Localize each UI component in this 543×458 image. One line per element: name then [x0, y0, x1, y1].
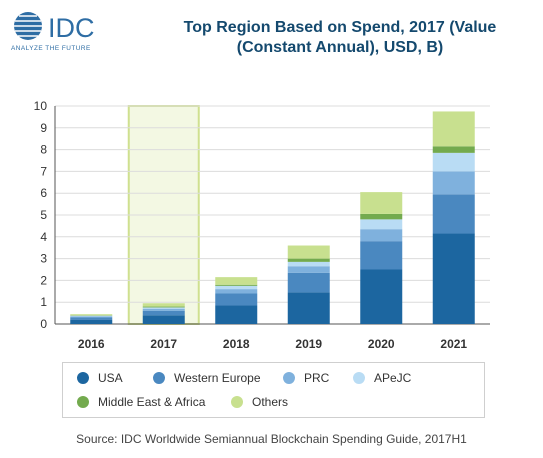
legend-label: Western Europe [174, 371, 261, 385]
bar-2016-apejc [70, 315, 113, 317]
bar-2021-western-europe [432, 194, 475, 234]
bar-2017-prc [142, 308, 185, 311]
y-tick-label: 4 [40, 230, 47, 244]
bar-2020-middle-east-africa [360, 213, 403, 220]
stacked-bar-chart: 0 1 2 3 4 5 6 7 8 9 10 2016 2017 2018 2019 2020 2021 [34, 99, 490, 351]
legend-swatch [283, 372, 295, 384]
bar-2017-apejc [142, 307, 185, 309]
legend-swatch [77, 396, 89, 408]
bar-2018-apejc [215, 285, 258, 290]
bar-2019-others [287, 245, 330, 259]
legend-swatch [153, 372, 165, 384]
legend-item-usa: USA [77, 371, 123, 385]
logo-tagline: ANALYZE THE FUTURE [11, 45, 91, 52]
legend-label: Middle East & Africa [98, 395, 206, 409]
bar-2020-prc [360, 229, 403, 242]
legend-swatch [353, 372, 365, 384]
bar-2020-others [360, 192, 403, 214]
y-tick-label: 9 [40, 121, 47, 135]
idc-logo: IDC ANALYZE THE FUTURE [11, 12, 95, 52]
y-tick-label: 2 [40, 273, 47, 287]
bar-2019-prc [287, 266, 330, 273]
bar-2016-others [70, 314, 113, 316]
x-tick-label: 2019 [295, 337, 322, 351]
bar-2019-apejc [287, 261, 330, 267]
bar-2021-others [432, 111, 475, 147]
source-note: Source: IDC Worldwide Semiannual Blockch… [76, 432, 467, 446]
bar-2020-apejc [360, 219, 403, 230]
y-tick-label: 5 [40, 208, 47, 222]
x-tick-label: 2020 [368, 337, 395, 351]
bar-2021-apejc [432, 152, 475, 172]
legend-label: APeJC [374, 371, 412, 385]
y-tick-label: 1 [40, 295, 47, 309]
bar-2018-others [215, 277, 258, 285]
legend: USA Western Europe PRC APeJC Middle East & A… [62, 362, 485, 418]
bar-2018-western-europe [215, 293, 258, 306]
chart-title-line-1: Top Region Based on Spend, 2017 (Value [183, 19, 497, 36]
bar-2021-middle-east-africa [432, 146, 475, 153]
bar-2019-western-europe [287, 272, 330, 293]
legend-item-others: Others [231, 395, 288, 409]
y-tick-label: 0 [40, 317, 47, 331]
y-tick-label: 8 [40, 143, 47, 157]
legend-item-western-europe: Western Europe [153, 371, 261, 385]
bar-2016-western-europe [70, 317, 113, 320]
legend-swatch [77, 372, 89, 384]
bar-2018-middle-east-africa [215, 284, 258, 286]
y-tick-label: 6 [40, 186, 47, 200]
bar-2016-usa [70, 319, 113, 324]
bar-2017-western-europe [142, 310, 185, 316]
x-tick-label: 2021 [440, 337, 467, 351]
bar-2017-middle-east-africa [142, 306, 185, 308]
y-tick-label: 10 [34, 99, 48, 113]
x-tick-label: 2016 [78, 337, 105, 351]
bar-2017-others [142, 303, 185, 307]
globe-icon [14, 12, 42, 40]
legend-label: USA [98, 371, 123, 385]
x-tick-label: 2017 [150, 337, 177, 351]
x-tick-label: 2018 [223, 337, 250, 351]
y-tick-label: 7 [40, 164, 47, 178]
legend-item-apejc: APeJC [353, 371, 411, 385]
bar-2020-western-europe [360, 241, 403, 270]
y-tick-label: 3 [40, 252, 47, 266]
bar-2019-middle-east-africa [287, 258, 330, 262]
bar-2021-prc [432, 171, 475, 195]
bar-2016-prc [70, 316, 113, 318]
bar-2018-prc [215, 289, 258, 294]
legend-label: PRC [304, 371, 330, 385]
chart-title: Top Region Based on Spend, 2017 (Value (… [150, 18, 530, 58]
bar-2020-usa [360, 269, 403, 324]
legend-item-prc: PRC [283, 371, 329, 385]
bar-2019-usa [287, 292, 330, 324]
bar-2017-usa [142, 315, 185, 324]
bar-2021-usa [432, 233, 475, 324]
legend-label: Others [252, 395, 289, 409]
legend-swatch [231, 396, 243, 408]
chart-title-line-2: (Constant Annual), USD, B) [236, 39, 444, 56]
bar-2018-usa [215, 305, 258, 324]
logo-text: IDC [48, 13, 95, 43]
legend-item-middle-east-africa: Middle East & Africa [77, 395, 205, 409]
